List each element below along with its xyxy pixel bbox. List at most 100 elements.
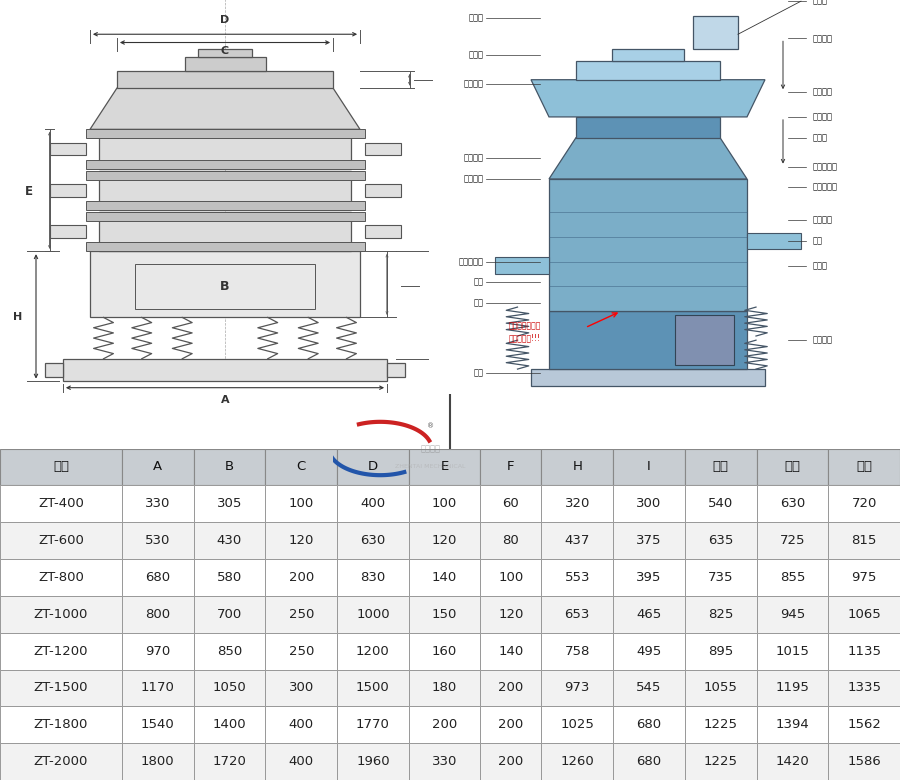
Bar [757,485,828,522]
Bar [409,596,481,633]
Bar [122,522,194,559]
Bar [685,559,757,596]
Bar [757,522,828,559]
Bar [828,559,900,596]
Text: C: C [220,46,230,56]
Bar [0,707,122,743]
Bar [409,633,481,669]
Text: 振导机械: 振导机械 [420,444,440,453]
Text: 437: 437 [564,534,590,547]
Text: 1200: 1200 [356,644,390,658]
Bar [828,707,900,743]
Bar [122,448,194,485]
Text: 150: 150 [432,608,457,621]
Bar [409,669,481,707]
Text: 395: 395 [636,571,662,584]
Text: 855: 855 [779,571,806,584]
Bar [122,559,194,596]
Text: 400: 400 [289,718,314,732]
Text: 720: 720 [851,498,877,510]
Bar [542,669,613,707]
Text: 1055: 1055 [704,682,738,694]
Text: C: C [297,460,306,473]
Text: B: B [220,280,230,293]
Bar [757,633,828,669]
Text: 电动机: 电动机 [812,261,827,270]
Text: 一层: 一层 [713,460,729,473]
Text: 120: 120 [289,534,314,547]
Bar [99,171,351,210]
Bar [828,633,900,669]
Text: 底座: 底座 [473,369,484,378]
Bar [576,61,720,80]
Text: 300: 300 [636,498,662,510]
Bar [481,448,542,485]
Text: 895: 895 [708,644,734,658]
Bar [86,171,365,179]
Text: 防尘盖: 防尘盖 [469,13,484,22]
Bar [0,559,122,596]
Bar [86,200,365,210]
Text: 1065: 1065 [847,608,881,621]
Bar [50,225,86,238]
Text: 橡胶球: 橡胶球 [812,133,827,142]
Text: 250: 250 [289,644,314,658]
Bar [693,16,738,48]
Bar [828,485,900,522]
Bar [409,707,481,743]
Bar [194,743,266,780]
Text: A: A [153,460,162,473]
Bar [549,179,747,311]
Text: 945: 945 [779,608,806,621]
Bar [531,369,765,385]
Bar [685,633,757,669]
Text: D: D [220,15,230,25]
Text: 635: 635 [708,534,734,547]
Bar [117,72,333,88]
Text: 底部框架: 底部框架 [464,175,484,183]
Text: 580: 580 [217,571,242,584]
Polygon shape [549,137,747,179]
Bar [576,117,720,137]
Bar [409,743,481,780]
Bar [0,448,122,485]
Bar [198,48,252,57]
Bar [542,743,613,780]
Text: ZHENTAI MECHANICAL: ZHENTAI MECHANICAL [395,463,465,469]
Text: 1025: 1025 [561,718,594,732]
Bar [338,485,409,522]
Text: 140: 140 [432,571,457,584]
Text: B: B [225,460,234,473]
Bar [266,559,338,596]
Text: 1420: 1420 [776,755,809,768]
Text: H: H [14,313,22,322]
Bar [86,242,365,251]
Text: 上部重锤: 上部重锤 [812,216,833,225]
Text: 1586: 1586 [847,755,881,768]
Bar [613,633,685,669]
Text: ZT-800: ZT-800 [38,571,84,584]
Bar [45,363,63,378]
Bar [122,707,194,743]
Bar [194,669,266,707]
Bar [409,559,481,596]
Text: 700: 700 [217,608,242,621]
Bar [0,596,122,633]
Bar [409,448,481,485]
Bar [542,633,613,669]
Text: 430: 430 [217,534,242,547]
Bar [685,448,757,485]
Text: 1960: 1960 [356,755,390,768]
Bar [0,633,122,669]
Bar [194,485,266,522]
Bar [613,669,685,707]
Bar [86,159,365,168]
Text: 1394: 1394 [776,718,809,732]
Text: ZT-1500: ZT-1500 [33,682,88,694]
Bar [757,707,828,743]
Bar [481,669,542,707]
Bar [685,669,757,707]
Bar [828,669,900,707]
Text: 1050: 1050 [212,682,247,694]
Bar [338,559,409,596]
